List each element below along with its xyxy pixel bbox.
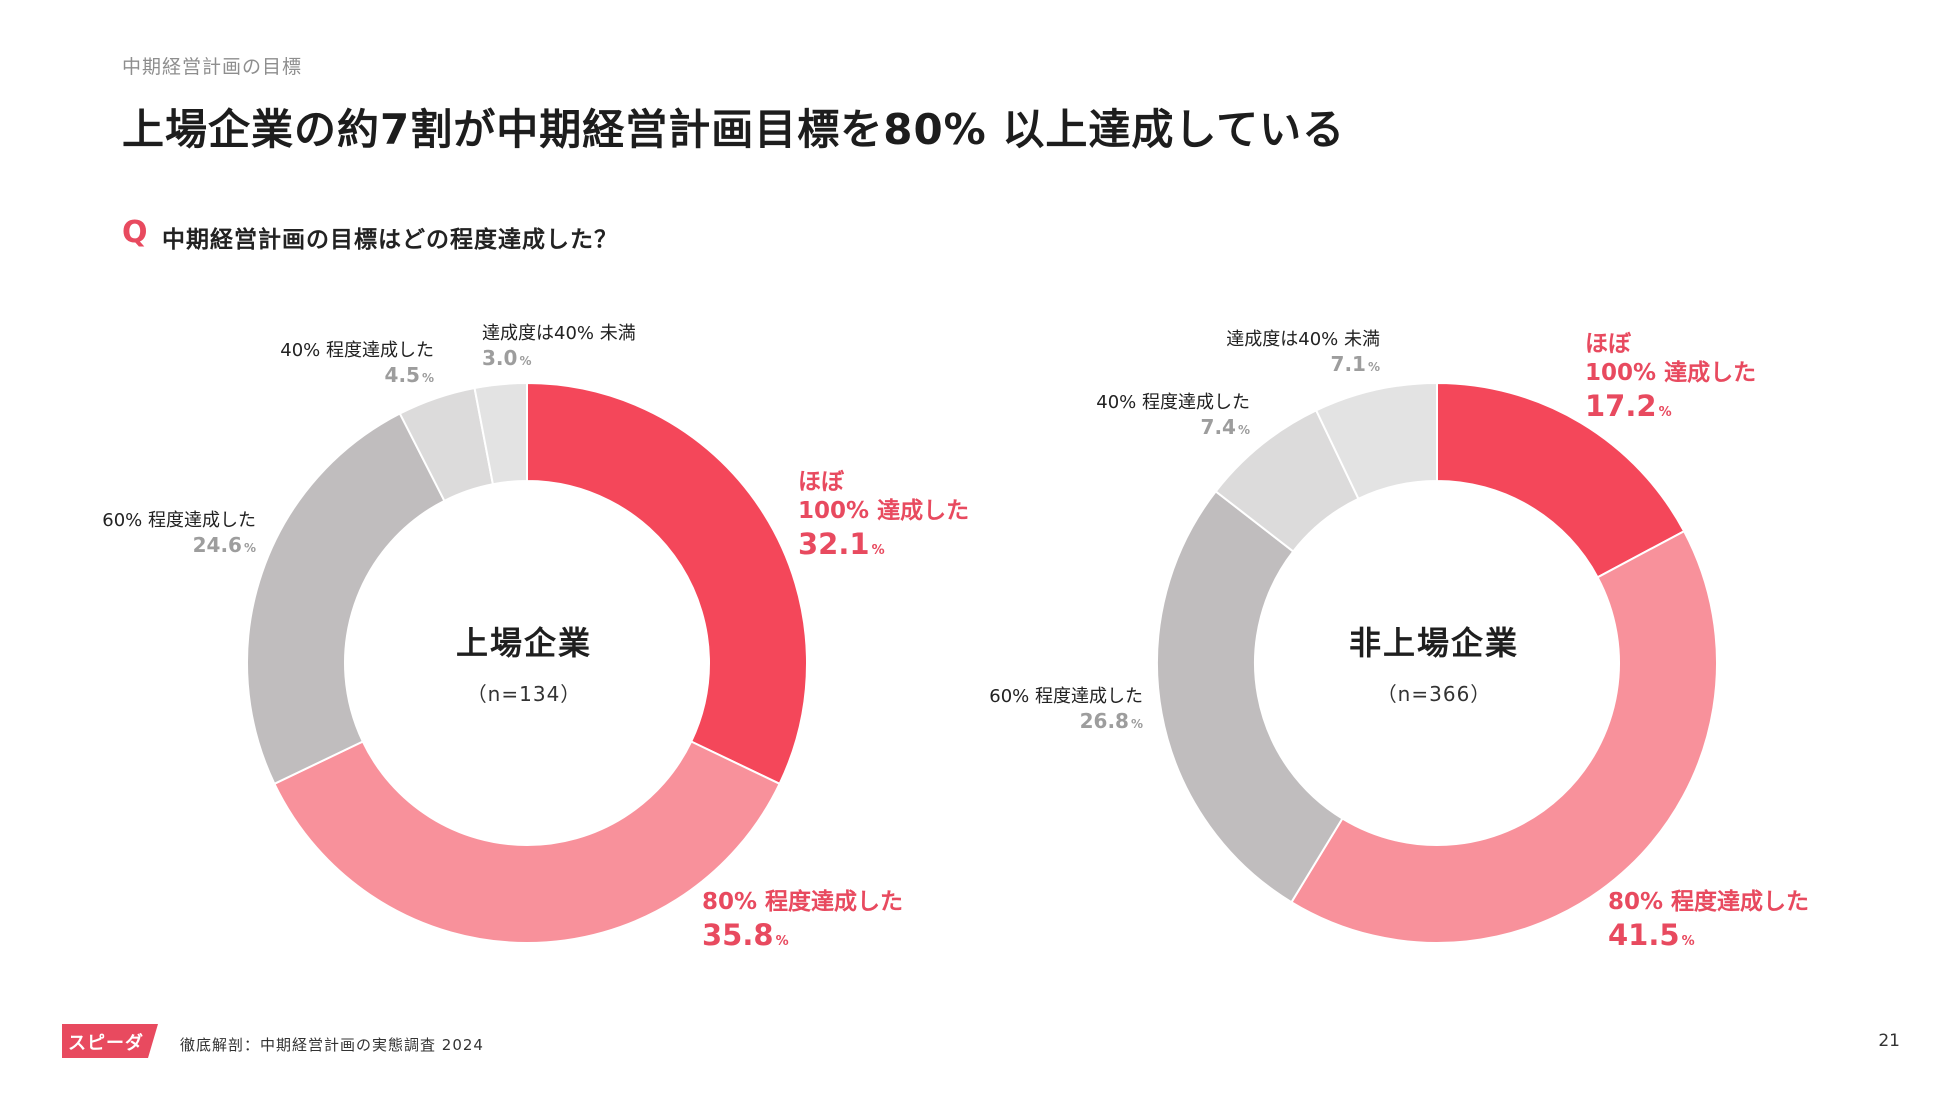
question-text: 中期経営計画の目標はどの程度達成した？ <box>162 227 618 253</box>
percent-unit: % <box>1658 404 1672 420</box>
slice-value: 41.5 <box>1608 917 1680 952</box>
slice-value: 24.6 <box>192 532 242 557</box>
slice-label-unlisted-under40: 達成度は40% 未満 7.1% <box>1226 329 1380 377</box>
slice-name: ほぼ <box>798 469 844 495</box>
section-label: 中期経営計画の目標 <box>122 56 303 78</box>
footer-source: 徹底解剖：中期経営計画の実態調査 2024 <box>180 1036 484 1054</box>
chart-sample-size: （n=366） <box>1376 682 1492 706</box>
brand-logo: スピーダ <box>62 1024 158 1058</box>
question-mark: Q <box>122 215 148 250</box>
donut-center-unlisted: 非上場企業 （n=366） <box>1304 618 1564 707</box>
slice-label-listed-60: 60% 程度達成した 24.6% <box>102 510 256 558</box>
slice-name: 100% 達成した <box>798 497 970 524</box>
page-number: 21 <box>1878 1031 1900 1051</box>
slice-name: 40% 程度達成した <box>1096 392 1250 413</box>
slice-label-listed-under40: 達成度は40% 未満 3.0% <box>482 323 636 371</box>
donut-center-listed: 上場企業 （n=134） <box>394 618 654 707</box>
donut-slice-unlisted-under40 <box>1314 381 1438 501</box>
slice-label-unlisted-100: ほぼ 100% 達成した 17.2% <box>1585 330 1756 424</box>
percent-unit: % <box>519 353 532 368</box>
slice-name: 達成度は40% 未満 <box>482 323 636 344</box>
page-title: 上場企業の約7割が中期経営計画目標を80% 以上達成している <box>122 105 1346 154</box>
logo-shape <box>62 1024 158 1058</box>
slice-name: 60% 程度達成した <box>989 686 1143 707</box>
slice-name: 100% 達成した <box>1585 359 1757 386</box>
slice-value: 32.1 <box>798 526 870 561</box>
donut-slice-listed-under40 <box>473 381 528 486</box>
slice-name: 60% 程度達成した <box>102 510 256 531</box>
percent-unit: % <box>421 370 434 385</box>
chart-title: 上場企業 <box>455 624 592 662</box>
slice-label-unlisted-40: 40% 程度達成した 7.4% <box>1096 392 1250 440</box>
percent-unit: % <box>1681 933 1695 949</box>
chart-sample-size: （n=134） <box>466 682 582 706</box>
percent-unit: % <box>775 933 789 949</box>
slice-label-listed-80: 80% 程度達成した 35.8% <box>702 888 903 953</box>
slice-value: 26.8 <box>1079 708 1129 733</box>
slice-name: 80% 程度達成した <box>1608 889 1810 915</box>
slice-value: 35.8 <box>702 917 774 952</box>
slice-label-listed-40: 40% 程度達成した 4.5% <box>280 340 434 388</box>
percent-unit: % <box>243 540 256 555</box>
donut-slice-unlisted-80 <box>1290 529 1718 944</box>
slice-name: ほぼ <box>1585 331 1631 357</box>
donut-slice-listed-100 <box>526 381 808 786</box>
slice-value: 17.2 <box>1585 388 1657 423</box>
chart-title: 非上場企業 <box>1348 624 1519 662</box>
percent-unit: % <box>871 542 885 558</box>
slice-name: 80% 程度達成した <box>702 889 904 915</box>
slice-value: 3.0 <box>482 345 518 370</box>
slice-value: 4.5 <box>384 362 420 387</box>
logo-text: スピーダ <box>68 1033 144 1054</box>
slice-value: 7.4 <box>1200 414 1236 439</box>
percent-unit: % <box>1237 422 1250 437</box>
donut-chart-listed <box>246 381 808 945</box>
slice-label-unlisted-80: 80% 程度達成した 41.5% <box>1608 888 1809 953</box>
percent-unit: % <box>1130 716 1143 731</box>
percent-unit: % <box>1367 359 1380 374</box>
slice-value: 7.1 <box>1330 351 1366 376</box>
donut-slice-listed-60 <box>246 412 446 786</box>
slice-name: 40% 程度達成した <box>280 340 434 361</box>
slice-label-listed-100: ほぼ 100% 達成した 32.1% <box>798 468 969 562</box>
slice-name: 達成度は40% 未満 <box>1226 329 1380 350</box>
donut-chart-unlisted <box>1156 381 1718 944</box>
donut-slice-listed-80 <box>273 740 781 945</box>
slice-label-unlisted-60: 60% 程度達成した 26.8% <box>989 686 1143 734</box>
logo-background <box>62 1024 158 1058</box>
donut-slice-unlisted-60 <box>1156 489 1344 904</box>
